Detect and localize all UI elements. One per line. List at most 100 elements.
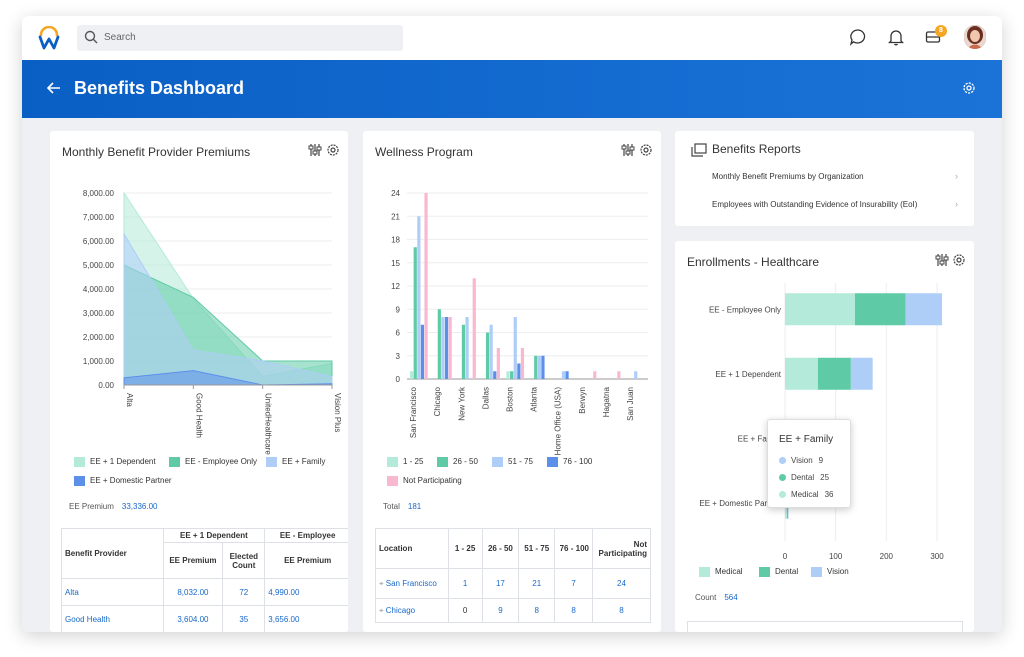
bell-icon[interactable] [888, 28, 904, 46]
summary-value[interactable]: 564 [724, 593, 738, 602]
y-tick-label: EE + Domestic Partner [699, 499, 781, 508]
bar-segment [854, 293, 906, 326]
column-header[interactable]: Location [375, 528, 449, 569]
bar [465, 317, 469, 379]
top-bar: Search 8 [22, 16, 1002, 60]
table-cell[interactable]: 4,990.00 [264, 578, 348, 606]
y-tick-label: 1,000.00 [83, 357, 115, 366]
y-tick-label: 12 [391, 282, 400, 291]
gear-icon[interactable] [960, 79, 978, 97]
back-arrow-icon[interactable] [46, 80, 62, 96]
bar [541, 355, 545, 379]
column-header[interactable]: Not Participating [591, 528, 652, 569]
legend-label: Medical [715, 567, 743, 577]
filter-icon[interactable] [935, 253, 949, 267]
column-header[interactable]: Benefit Provider [61, 528, 164, 579]
reports-icon [691, 143, 707, 157]
legend-item[interactable]: Vision [811, 567, 849, 577]
report-link[interactable]: Employees with Outstanding Evidence of I… [712, 200, 918, 209]
table-cell[interactable]: 8 [554, 598, 593, 623]
table-cell[interactable]: 8 [591, 598, 652, 623]
x-tick-label: Atlanta [530, 386, 539, 411]
enrollments-summary: Count 564 [695, 593, 738, 602]
bar-segment [850, 357, 873, 390]
table-cell[interactable]: 72 [222, 578, 266, 606]
bar [561, 371, 566, 379]
x-tick-label: Home Office (USA) [554, 387, 563, 456]
table-cell[interactable]: 35 [222, 605, 266, 632]
x-tick-label: Boston [505, 387, 514, 412]
table-cell[interactable]: 1 [447, 568, 483, 599]
provider-link[interactable]: Alta [61, 578, 164, 606]
table-cell[interactable]: 21 [518, 568, 556, 599]
location-name: Chicago [385, 605, 416, 615]
legend-item[interactable]: EE + Family [266, 457, 325, 467]
workday-logo-icon[interactable] [38, 26, 60, 50]
bar [513, 317, 517, 379]
wellness-bar-chart: 0 3 6 9 12 15 18 21 24 San Francisco Chicago New Yo… [391, 189, 648, 456]
legend-item[interactable]: 76 - 100 [547, 457, 592, 467]
chat-icon[interactable] [849, 28, 867, 46]
column-header[interactable]: EE Premium [162, 542, 224, 579]
legend-label: 1 - 25 [403, 457, 424, 467]
column-header[interactable]: Elected Count [222, 542, 266, 579]
group-header: EE - Employee [264, 528, 348, 543]
table-cell[interactable]: 3,656.00 [264, 605, 348, 632]
y-tick-label: 2,000.00 [83, 333, 115, 342]
x-tick-label: Dallas [481, 387, 490, 409]
table-cell[interactable]: 7 [554, 568, 593, 599]
table-cell[interactable]: 8,032.00 [162, 578, 224, 606]
column-header[interactable]: EE Premium [264, 542, 348, 579]
legend-item[interactable]: EE - Employee Only [169, 457, 257, 467]
user-avatar[interactable] [964, 25, 986, 49]
bar [444, 317, 449, 379]
search-icon [84, 30, 98, 44]
column-header[interactable]: 51 - 75 [518, 528, 556, 569]
search-input[interactable]: Search [77, 25, 403, 51]
y-tick-label: 7,000.00 [83, 213, 115, 222]
table-cell[interactable]: 24 [591, 568, 652, 599]
settings-gear-icon[interactable] [952, 253, 966, 267]
provider-link[interactable]: Good Health [61, 605, 164, 632]
table-cell[interactable]: 9 [481, 598, 520, 623]
x-tick-label: 0 [783, 552, 788, 561]
y-tick-label: 8,000.00 [83, 189, 115, 198]
column-header[interactable]: 26 - 50 [481, 528, 520, 569]
summary-value[interactable]: 181 [407, 502, 422, 511]
filter-icon[interactable] [308, 143, 322, 157]
x-tick-label: Good Health [194, 393, 203, 438]
legend-item[interactable]: Dental [759, 567, 798, 577]
wellness-summary: Total 181 [383, 502, 421, 511]
legend-item[interactable]: EE + 1 Dependent [74, 457, 156, 467]
y-tick-label: 6 [396, 329, 401, 338]
bar-segment [905, 293, 943, 326]
legend-label: Dental [775, 567, 799, 577]
page-header: Benefits Dashboard [22, 60, 1002, 118]
report-link[interactable]: Monthly Benefit Premiums by Organization [712, 172, 864, 181]
bar-segment [817, 357, 851, 390]
table-cell[interactable]: 17 [481, 568, 520, 599]
tooltip-label: Dental [791, 473, 815, 482]
summary-value[interactable]: 33,336.00 [121, 502, 158, 511]
legend-item[interactable]: Not Participating [387, 476, 462, 486]
bar-segment [785, 357, 818, 390]
filter-icon[interactable] [621, 143, 635, 157]
summary-label: EE Premium [69, 502, 114, 511]
legend-item[interactable]: 1 - 25 [387, 457, 423, 467]
inbox-icon[interactable] [925, 29, 941, 45]
column-header[interactable]: 76 - 100 [554, 528, 593, 569]
location-link[interactable]: ⌖ Chicago [375, 598, 449, 623]
column-header[interactable]: 1 - 25 [447, 528, 483, 569]
x-tick-label: Hagatna [602, 386, 611, 417]
settings-gear-icon[interactable] [326, 143, 340, 157]
legend-item[interactable]: 51 - 75 [492, 457, 533, 467]
bar [424, 193, 428, 379]
legend-item[interactable]: EE + Domestic Partner [74, 476, 172, 486]
table-cell[interactable]: 8 [518, 598, 556, 623]
location-link[interactable]: ⌖ San Francisco [375, 568, 449, 599]
settings-gear-icon[interactable] [639, 143, 653, 157]
legend-item[interactable]: Medical [699, 567, 743, 577]
legend-item[interactable]: 26 - 50 [437, 457, 478, 467]
table-cell[interactable]: 3,604.00 [162, 605, 224, 632]
bar [410, 371, 414, 379]
